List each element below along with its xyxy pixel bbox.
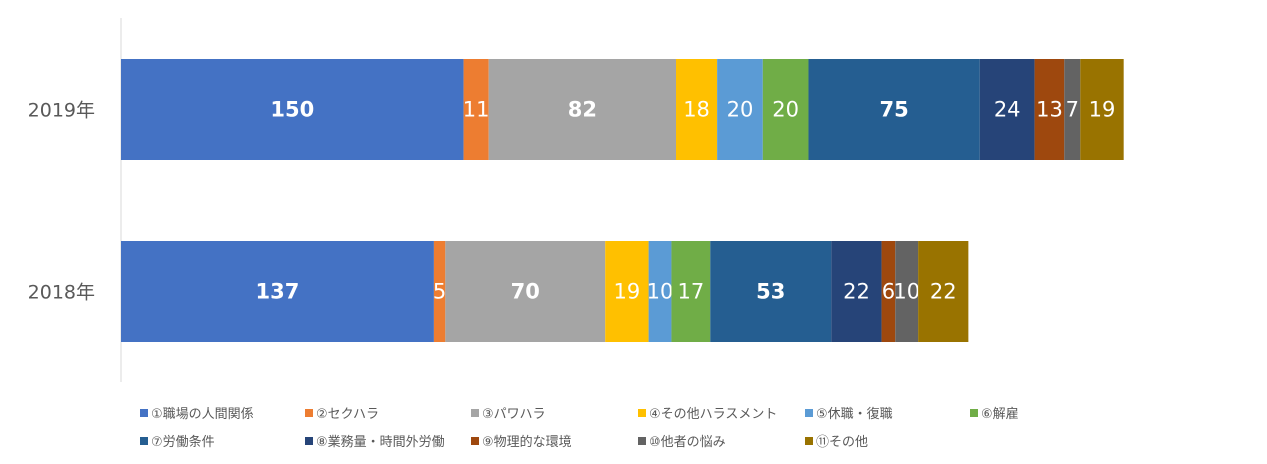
legend-swatch [970, 409, 978, 417]
legend-item-6: ⑥解雇 [970, 406, 1019, 422]
bar-segment-2019-s1 [121, 59, 464, 160]
data-label-2018-s1: 137 [256, 280, 300, 304]
bar-segment-2019-s7 [808, 59, 980, 160]
legend-item-8: ⑧業務量・時間外労働 [305, 434, 445, 450]
legend-swatch [140, 409, 148, 417]
bar-segment-2019-s5 [717, 59, 763, 160]
data-label-2018-s9: 6 [882, 280, 895, 304]
data-label-2018-s5: 10 [647, 280, 674, 304]
legend-swatch [140, 437, 148, 445]
legend-label: ⑧業務量・時間外労働 [316, 434, 445, 450]
legend-swatch [305, 409, 313, 417]
data-label-2019-s11: 19 [1089, 98, 1116, 122]
bar-segment-2019-s8 [979, 59, 1035, 160]
data-label-2018-s2: 5 [433, 280, 446, 304]
legend-label: ⑤休職・復職 [816, 406, 893, 422]
data-label-2019-s10: 7 [1066, 98, 1079, 122]
legend-item-9: ⑨物理的な環境 [471, 434, 572, 450]
data-label-2019-s6: 20 [772, 98, 799, 122]
legend-item-2: ②セクハラ [305, 407, 379, 422]
bar-segment-2019-s10 [1064, 59, 1081, 160]
category-label-2019: 2019年 [28, 100, 95, 122]
legend-swatch [638, 437, 646, 445]
bar-segment-2018-s2 [433, 241, 446, 342]
category-label-2018: 2018年 [28, 282, 95, 304]
bar-segment-2019-s11 [1080, 59, 1124, 160]
legend-item-1: ①職場の人間関係 [140, 407, 254, 422]
bar-segment-2018-s7 [710, 241, 832, 342]
bar-segment-2018-s1 [121, 241, 434, 342]
legend-item-4: ④その他ハラスメント [638, 407, 777, 422]
bar-segment-2018-s11 [918, 241, 969, 342]
legend-swatch [471, 409, 479, 417]
legend-swatch [805, 409, 813, 417]
bar-segment-2018-s9 [881, 241, 896, 342]
bar-segment-2018-s8 [831, 241, 882, 342]
legend-swatch [305, 437, 313, 445]
bar-segment-2019-s9 [1034, 59, 1065, 160]
bar-segment-2019-s6 [762, 59, 809, 160]
bar-segment-2018-s10 [895, 241, 919, 342]
legend-swatch [638, 409, 646, 417]
legend-label: ⑩他者の悩み [649, 435, 726, 450]
data-label-2019-s5: 20 [727, 98, 754, 122]
data-label-2019-s4: 18 [683, 98, 710, 122]
data-label-2018-s10: 10 [893, 280, 920, 304]
bar-segment-2018-s3 [445, 241, 606, 342]
data-label-2018-s8: 22 [843, 280, 870, 304]
data-label-2019-s7: 75 [880, 98, 909, 122]
data-label-2019-s1: 150 [270, 98, 314, 122]
legend-item-3: ③パワハラ [471, 407, 546, 422]
legend-label: ③パワハラ [482, 407, 546, 422]
data-label-2019-s3: 82 [568, 98, 597, 122]
legend-item-10: ⑩他者の悩み [638, 435, 726, 450]
bar-segment-2019-s2 [463, 59, 489, 160]
legend-label: ⑦労働条件 [151, 434, 215, 450]
bar-segment-2019-s3 [488, 59, 677, 160]
data-label-2019-s2: 11 [463, 98, 490, 122]
data-label-2018-s4: 19 [614, 280, 641, 304]
legend-swatch [805, 437, 813, 445]
legend-item-5: ⑤休職・復職 [805, 406, 893, 422]
bar-segment-2019-s4 [676, 59, 718, 160]
legend-label: ⑨物理的な環境 [482, 434, 572, 450]
bar-segment-2018-s4 [605, 241, 649, 342]
legend-swatch [471, 437, 479, 445]
data-label-2018-s3: 70 [511, 280, 540, 304]
legend: ①職場の人間関係 ②セクハラ ③パワハラ ④その他ハラスメント ⑤休職・復職 ⑥解雇 ⑦労働… [140, 406, 1019, 450]
data-label-2019-s9: 13 [1036, 98, 1063, 122]
legend-label: ④その他ハラスメント [649, 407, 777, 422]
legend-item-7: ⑦労働条件 [140, 434, 215, 450]
bar-segment-2018-s5 [648, 241, 672, 342]
data-label-2018-s7: 53 [756, 280, 785, 304]
data-label-2018-s6: 17 [677, 280, 704, 304]
legend-label: ①職場の人間関係 [151, 407, 254, 422]
legend-label: ⑥解雇 [981, 406, 1019, 422]
legend-label: ⑪その他 [816, 435, 868, 450]
data-label-2019-s8: 24 [994, 98, 1021, 122]
legend-item-11: ⑪その他 [805, 435, 868, 450]
bar-segment-2018-s6 [671, 241, 711, 342]
legend-label: ②セクハラ [316, 407, 379, 422]
data-label-2018-s11: 22 [930, 280, 957, 304]
category-labels: 2019年 2018年 [28, 100, 95, 304]
